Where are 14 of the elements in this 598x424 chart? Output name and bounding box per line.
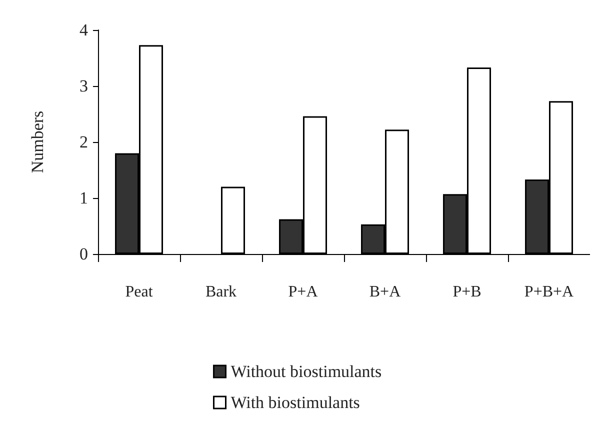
x-tick-label: B+A — [369, 284, 402, 300]
y-tick-label: 2 — [80, 132, 88, 152]
x-tick-label: P+A — [288, 284, 318, 300]
y-tick-label: 4 — [80, 20, 88, 40]
legend-label: With biostimulants — [230, 393, 360, 412]
x-tick-label: Peat — [125, 284, 154, 300]
legend-label: Without biostimulants — [230, 362, 382, 381]
x-tick-label: Bark — [205, 284, 237, 300]
y-tick-label: 3 — [80, 76, 88, 96]
x-tick-label: P+B — [452, 284, 482, 300]
y-tick-label: 1 — [80, 188, 88, 208]
y-tick-label: 0 — [80, 244, 88, 264]
x-tick-label: P+B+A — [524, 284, 574, 300]
y-axis-title: Numbers — [28, 110, 47, 174]
